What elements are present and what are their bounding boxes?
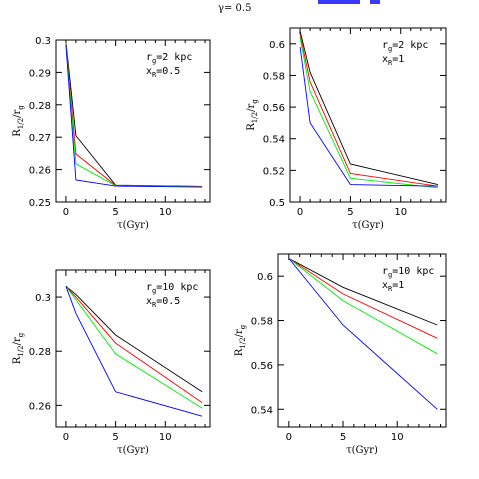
x-tick-label: 5 (112, 207, 118, 218)
annotation-xr: xR=0.5 (146, 66, 180, 79)
y-tick-label: 0.56 (251, 361, 273, 372)
annotation-xr: xR=1 (382, 54, 404, 67)
series-line-2 (299, 34, 438, 187)
x-tick-label: 0 (286, 432, 292, 443)
x-axis-label: τ(Gyr) (352, 220, 384, 231)
y-axis-label: R1/2/rg (12, 105, 25, 137)
top-link-fragment (318, 0, 360, 4)
series-line-4 (65, 286, 203, 417)
y-tick-label: 0.25 (29, 198, 51, 209)
x-tick-label: 10 (391, 432, 404, 443)
series-line-4 (65, 44, 203, 188)
y-tick-label: 0.26 (29, 401, 51, 412)
x-axis-label: τ(Gyr) (117, 220, 149, 231)
y-tick-label: 0.3 (35, 36, 51, 47)
y-axis-label: R1/2/rg (234, 324, 247, 356)
x-tick-label: 10 (159, 432, 172, 443)
x-tick-label: 5 (112, 432, 118, 443)
y-tick-label: 0.58 (251, 317, 273, 328)
top-link-fragment (370, 0, 380, 4)
y-tick-label: 0.56 (263, 103, 285, 114)
y-tick-label: 0.58 (263, 71, 285, 82)
x-tick-label: 10 (394, 207, 407, 218)
y-tick-label: 0.52 (263, 166, 285, 177)
series-line-1 (299, 31, 439, 186)
plot-frame (289, 27, 447, 203)
gamma-label: γ= 0.5 (218, 3, 251, 14)
y-axis-label: R1/2/rg (246, 99, 259, 131)
y-tick-label: 0.29 (29, 68, 51, 79)
x-tick-label: 5 (347, 207, 353, 218)
annotation-rg: rg=2 kpc (382, 40, 428, 53)
y-tick-label: 0.6 (269, 40, 285, 51)
y-tick-label: 0.26 (29, 166, 51, 177)
plot-frame (55, 269, 211, 428)
plot-frame (277, 253, 447, 428)
series-line-1 (288, 258, 438, 326)
series-line-3 (65, 43, 203, 188)
y-tick-label: 0.6 (257, 272, 273, 283)
panel-1: 0 5 10 0.25 0.26 0.27 0.28 0.29 0.3 τ(Gyr) R1/2/rg… (12, 36, 211, 231)
y-tick-label: 0.54 (251, 405, 273, 416)
series-line-2 (288, 258, 438, 339)
x-tick-label: 0 (63, 432, 69, 443)
series-line-2 (65, 42, 203, 187)
y-tick-label: 0.28 (29, 347, 51, 358)
x-axis-label: τ(Gyr) (346, 445, 378, 456)
annotation-xr: xR=1 (382, 280, 404, 293)
y-axis-label: R1/2/rg (12, 332, 25, 364)
x-tick-label: 5 (340, 432, 346, 443)
panel-4: 0 5 10 0.54 0.56 0.58 0.6 τ(Gyr) R1/2/rg rg=10 kp… (234, 253, 447, 456)
annotation-xr: xR=0.5 (146, 296, 180, 309)
annotation-rg: rg=10 kpc (146, 282, 198, 295)
series-line-2 (65, 285, 203, 403)
series-line-1 (65, 285, 203, 393)
series-line-3 (299, 37, 438, 189)
y-tick-label: 0.3 (35, 293, 51, 304)
panel-2: 0 5 10 0.5 0.52 0.54 0.56 0.58 0.6 τ(Gyr) R1/2/rg r… (246, 27, 447, 231)
x-tick-label: 0 (297, 207, 303, 218)
series-line-3 (288, 258, 438, 355)
series-line-1 (65, 41, 203, 187)
y-tick-label: 0.5 (269, 198, 285, 209)
y-tick-label: 0.27 (29, 133, 51, 144)
annotation-rg: rg=2 kpc (146, 52, 192, 65)
panel-3: 0 5 10 0.26 0.28 0.3 τ(Gyr) R1/2/rg rg=10 kpcxR=… (12, 269, 211, 456)
x-tick-label: 0 (63, 207, 69, 218)
plot-frame (55, 39, 211, 203)
x-axis-label: τ(Gyr) (117, 445, 149, 456)
series-line-3 (65, 285, 203, 409)
x-tick-label: 10 (159, 207, 172, 218)
y-tick-label: 0.28 (29, 101, 51, 112)
series-line-4 (288, 258, 438, 410)
series-line-4 (299, 46, 438, 187)
y-tick-label: 0.54 (263, 135, 285, 146)
annotation-rg: rg=10 kpc (382, 266, 434, 279)
